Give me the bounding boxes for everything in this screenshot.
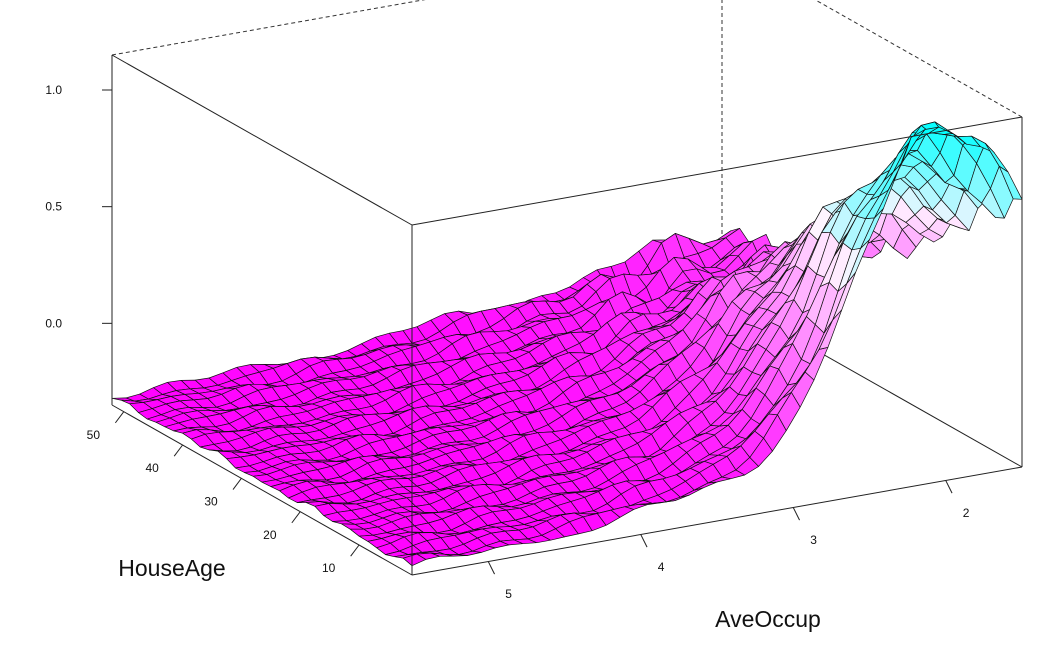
y-tick-label: 10 bbox=[322, 561, 336, 575]
box-edge-right-top bbox=[814, 0, 1023, 118]
z-tick-label: 0.0 bbox=[45, 316, 62, 330]
x-tick-label: 4 bbox=[658, 560, 665, 574]
y-tick-label: 50 bbox=[87, 428, 101, 442]
box-edge-left-bottom bbox=[111, 404, 413, 576]
y-tick-label: 30 bbox=[204, 495, 218, 509]
axis-ticks: 0.0 0.5 1.0 50 40 30 20 10 5 4 3 2 bbox=[45, 83, 969, 601]
box-edge-left-top bbox=[111, 54, 413, 226]
surface-facet bbox=[998, 165, 1023, 200]
surface-mesh bbox=[111, 121, 1023, 567]
x-tick-label: 3 bbox=[810, 533, 817, 547]
y-tick-label: 40 bbox=[146, 461, 160, 475]
y-tick-mark bbox=[350, 544, 360, 557]
box-edge-front-bottom bbox=[411, 466, 1023, 576]
z-tick-label: 0.5 bbox=[45, 200, 62, 214]
x-tick-label: 5 bbox=[505, 587, 512, 601]
plot-box-front bbox=[411, 116, 1023, 575]
box-edge-back-top bbox=[111, 0, 426, 56]
y-tick-mark bbox=[232, 478, 242, 490]
y-tick-mark bbox=[173, 444, 183, 457]
y-tick-mark bbox=[291, 511, 301, 524]
x-tick-mark bbox=[792, 507, 800, 521]
x-tick-label: 2 bbox=[963, 506, 970, 520]
x-tick-mark bbox=[640, 534, 648, 548]
x-axis-title: AveOccup bbox=[715, 606, 821, 632]
box-edge-front-top bbox=[411, 116, 1023, 226]
x-tick-mark bbox=[945, 480, 953, 494]
y-axis-title: HouseAge bbox=[118, 555, 225, 581]
x-tick-mark bbox=[487, 561, 495, 575]
z-tick-label: 1.0 bbox=[45, 83, 62, 97]
y-tick-label: 20 bbox=[263, 528, 277, 542]
y-tick-mark bbox=[114, 411, 125, 424]
